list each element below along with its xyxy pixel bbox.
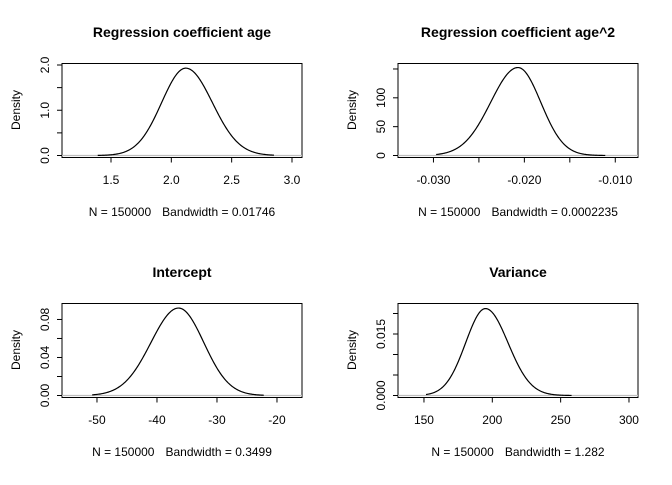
x-axis-subtitle: N = 150000 Bandwidth = 0.01746 — [89, 205, 276, 219]
y-axis-title: Density — [9, 330, 23, 370]
density-curve — [97, 67, 274, 156]
subtitle-bandwidth: Bandwidth = 0.3499 — [165, 445, 272, 459]
y-tick-label: 0.08 — [38, 307, 52, 331]
x-tick-label: -20 — [268, 413, 286, 427]
y-tick-label: 0.015 — [374, 319, 388, 349]
x-axis-subtitle: N = 150000 Bandwidth = 0.0002235 — [418, 205, 618, 219]
x-axis-subtitle: N = 150000 Bandwidth = 1.282 — [431, 445, 604, 459]
subtitle-bandwidth: Bandwidth = 0.0002235 — [491, 205, 618, 219]
subtitle-bandwidth: Bandwidth = 0.01746 — [162, 205, 275, 219]
y-tick-label: 1.0 — [38, 102, 52, 119]
y-axis-title: Density — [345, 90, 359, 130]
x-tick-label: 2.0 — [163, 173, 180, 187]
density-panel-intercept: -50 -40 -30 -20 0.00 0.04 0.08 Intercept Density… — [0, 240, 336, 480]
y-tick-label: 0.04 — [38, 345, 52, 369]
x-tick-label: -0.030 — [416, 173, 450, 187]
x-tick-label: 2.5 — [223, 173, 240, 187]
density-panel-regression-coefficient-age: 1.5 2.0 2.5 3.0 0.0 1.0 2.0 Regression coeffici… — [0, 0, 336, 240]
x-tick-label: -0.020 — [507, 173, 541, 187]
y-tick-label: 0.000 — [374, 380, 388, 410]
x-tick-label: 300 — [619, 413, 639, 427]
plot-svg: -0.030 -0.020 -0.010 0 50 100 Regression coeff… — [345, 24, 639, 219]
x-tick-label: 150 — [414, 413, 434, 427]
plot-box — [61, 303, 303, 398]
subtitle-n: N = 150000 — [92, 445, 155, 459]
panel-title: Intercept — [152, 264, 211, 280]
subtitle-n: N = 150000 — [418, 205, 481, 219]
plot-box — [61, 63, 303, 158]
x-tick-label: 200 — [482, 413, 502, 427]
y-tick-label: 0.00 — [38, 383, 52, 407]
plot-box — [397, 303, 639, 398]
y-tick-label: 100 — [374, 87, 388, 107]
y-axis-title: Density — [9, 90, 23, 130]
plot-svg: 1.5 2.0 2.5 3.0 0.0 1.0 2.0 Regression coeffici… — [9, 24, 303, 219]
y-axis-title: Density — [345, 330, 359, 370]
x-tick-label: 250 — [551, 413, 571, 427]
density-panel-regression-coefficient-age2: -0.030 -0.020 -0.010 0 50 100 Regression coeff… — [336, 0, 672, 240]
y-tick-label: 2.0 — [38, 56, 52, 73]
x-tick-label: -0.010 — [598, 173, 632, 187]
x-tick-label: -30 — [208, 413, 226, 427]
plot-svg: -50 -40 -30 -20 0.00 0.04 0.08 Intercept Density… — [9, 264, 303, 459]
subtitle-n: N = 150000 — [89, 205, 152, 219]
x-tick-label: -50 — [88, 413, 106, 427]
subtitle-n: N = 150000 — [431, 445, 494, 459]
x-tick-label: 1.5 — [103, 173, 120, 187]
density-curve — [425, 307, 572, 397]
x-axis-subtitle: N = 150000 Bandwidth = 0.3499 — [92, 445, 272, 459]
y-tick-label: 0.0 — [38, 147, 52, 164]
y-tick-label: 50 — [374, 120, 388, 134]
x-tick-label: 3.0 — [284, 173, 301, 187]
panel-title: Regression coefficient age — [93, 24, 271, 40]
density-panel-variance: 150 200 250 300 0.000 0.015 Variance Density N =… — [336, 240, 672, 480]
x-tick-label: -40 — [148, 413, 166, 427]
density-curve — [436, 66, 606, 157]
panel-title: Variance — [489, 264, 547, 280]
y-tick-label: 0 — [374, 152, 388, 159]
plot-box — [397, 63, 639, 158]
panel-title: Regression coefficient age^2 — [421, 24, 615, 40]
density-curve — [92, 307, 264, 396]
subtitle-bandwidth: Bandwidth = 1.282 — [505, 445, 605, 459]
plot-svg: 150 200 250 300 0.000 0.015 Variance Density N =… — [345, 264, 639, 459]
